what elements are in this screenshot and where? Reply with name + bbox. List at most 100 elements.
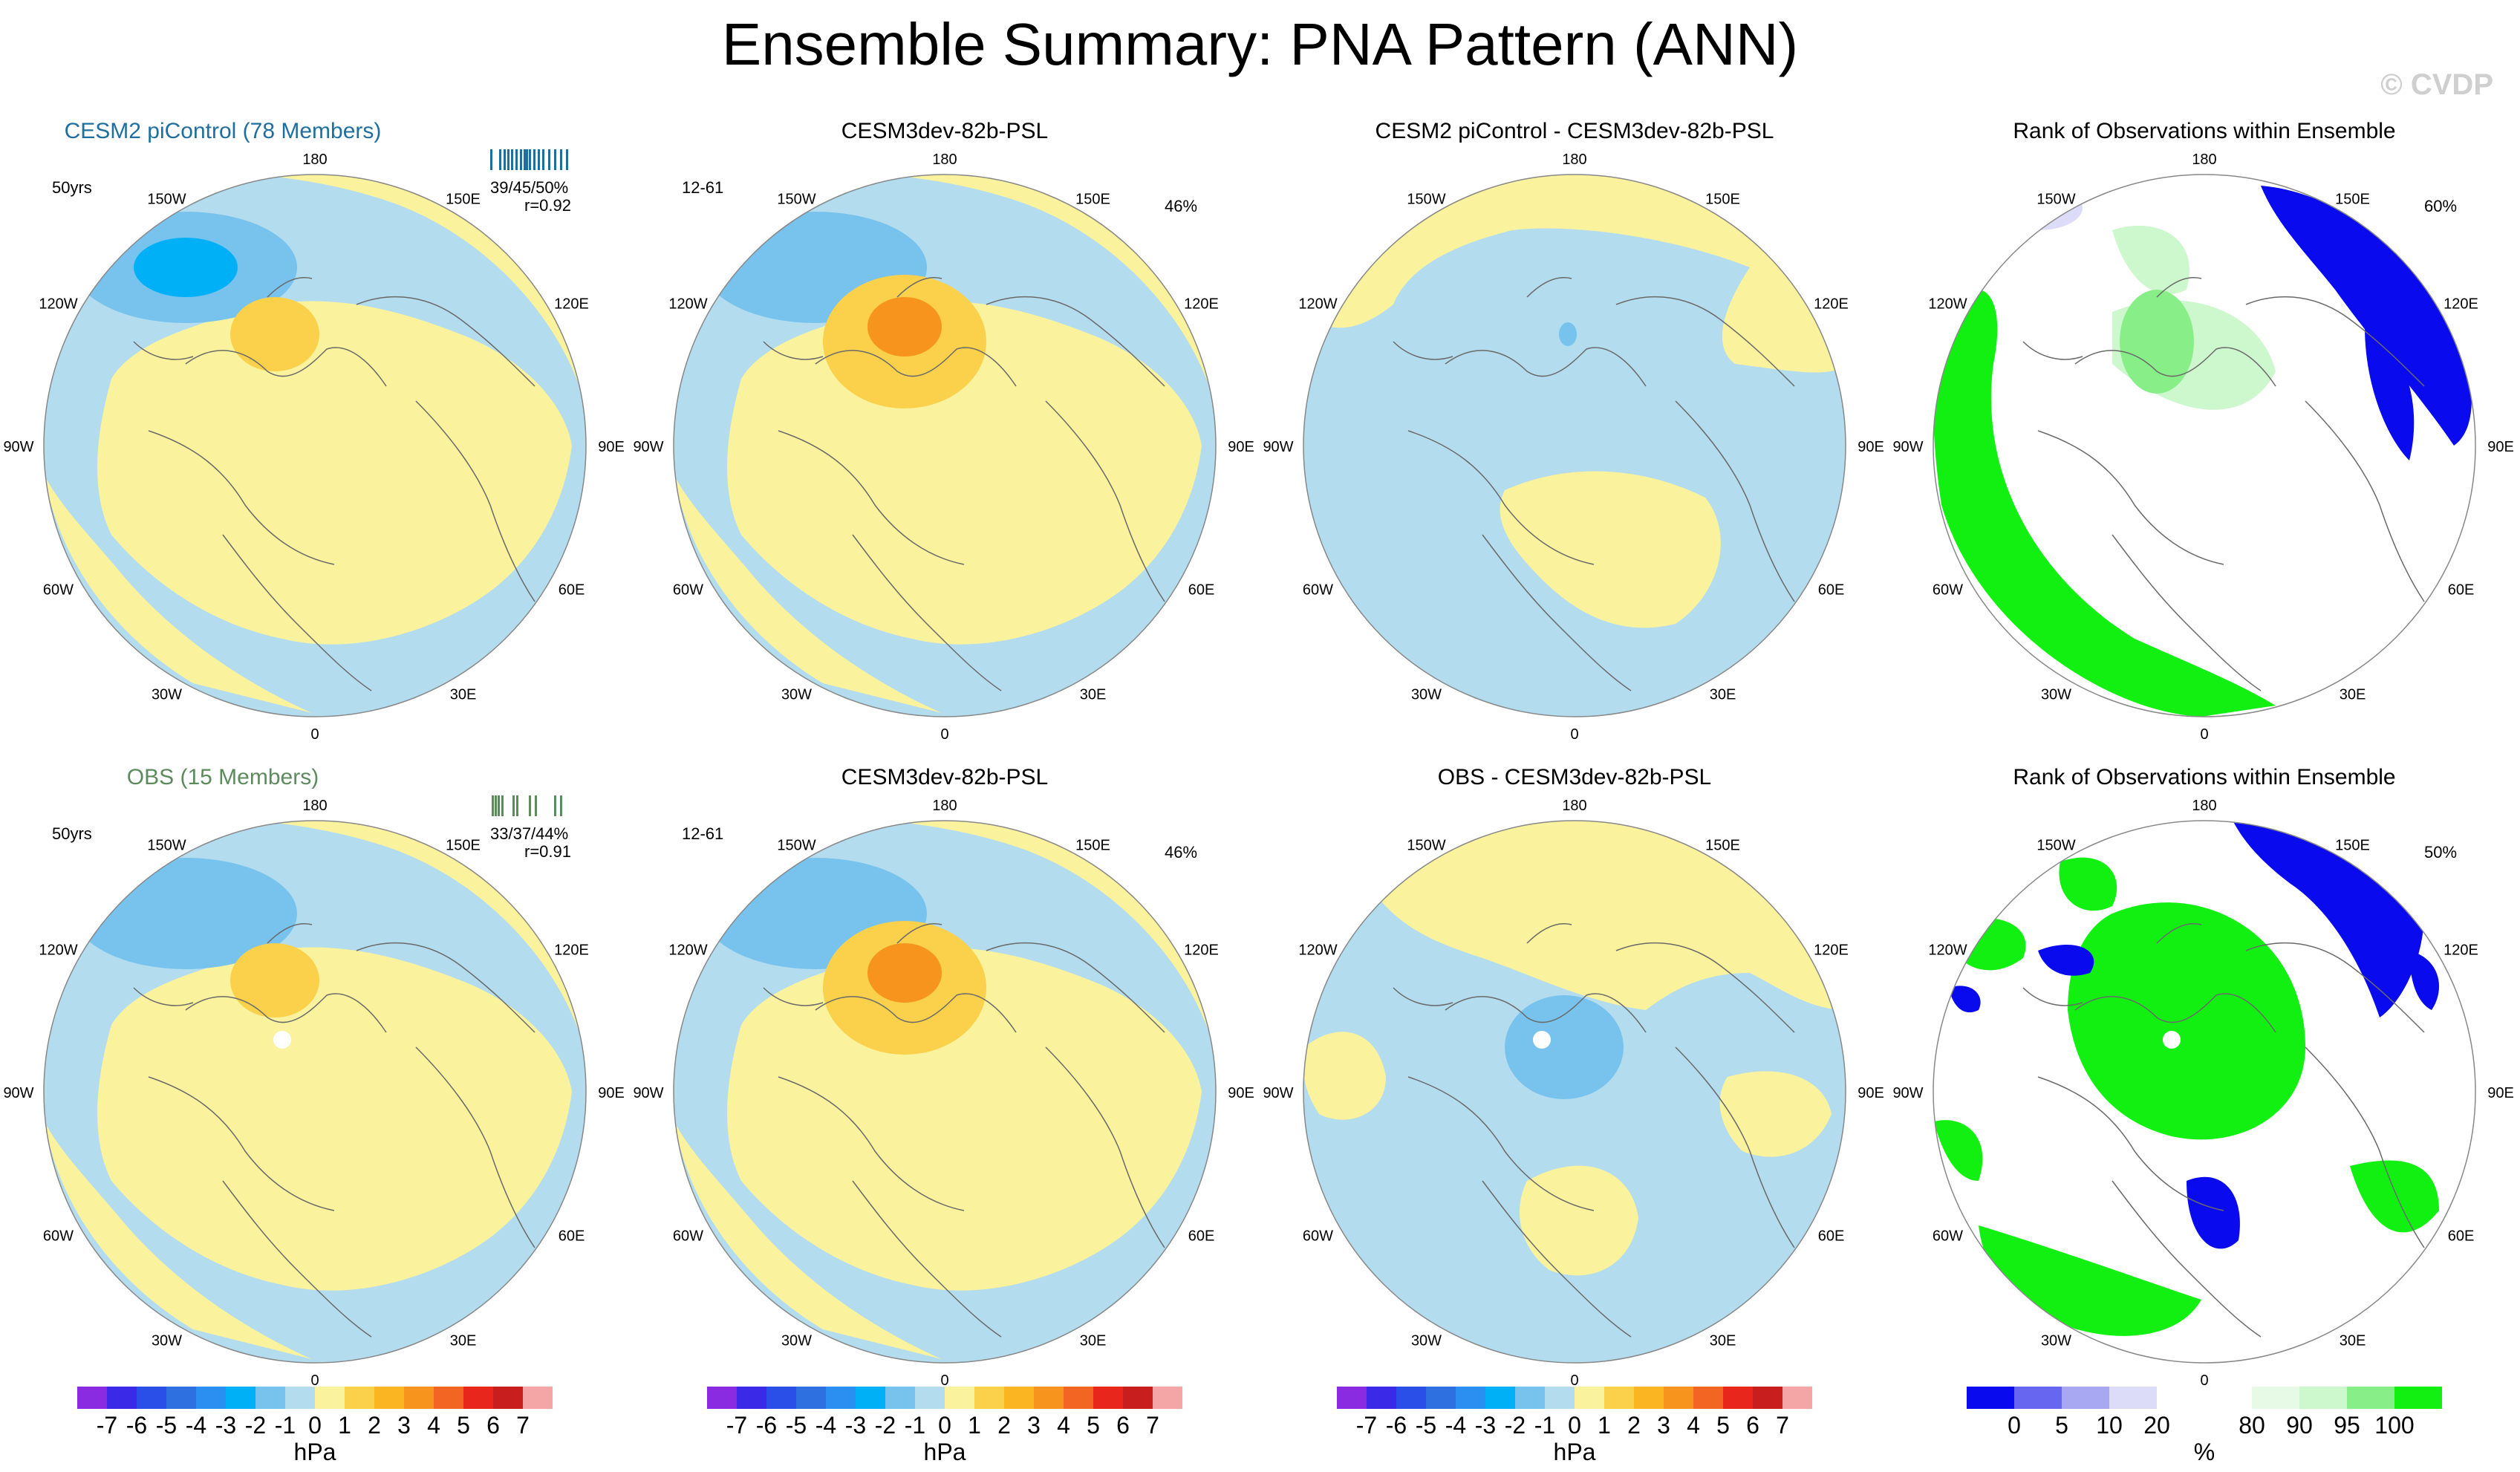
map-panel: CESM3dev-82b-PSL 180 150E 120E 90E 60E 30E 0 30W… (630, 119, 1260, 758)
longitude-label: 150W (147, 838, 186, 854)
longitude-label: 30W (152, 1332, 182, 1349)
rank-region-low (2365, 327, 2415, 460)
colorbar-swatch (1093, 1387, 1123, 1409)
member-tick (492, 795, 494, 816)
coastline (1482, 1180, 1632, 1338)
colorbar-tick: 100 (2374, 1412, 2414, 1439)
colorbar-tick: 5 (457, 1412, 470, 1439)
high-pressure-center (230, 943, 319, 1017)
map-border (1933, 174, 2476, 717)
coastline (2074, 347, 2276, 387)
longitude-label: 120E (554, 942, 589, 959)
longitude-label: 150E (2335, 838, 2370, 854)
coastline (2022, 987, 2083, 1006)
longitude-label: 30E (450, 1332, 477, 1349)
longitude-label: 150W (2036, 838, 2075, 854)
correlation-stat: r=0.92 (524, 196, 571, 215)
coastline (133, 341, 194, 360)
coastline (2074, 993, 2276, 1033)
longitude-label: 60W (673, 1228, 703, 1245)
longitude-label: 120W (39, 296, 77, 313)
colorbar-tick: 5 (1716, 1412, 1730, 1439)
longitude-label: 90W (1263, 1085, 1293, 1101)
colorbar-tick: 7 (516, 1412, 530, 1439)
colorbar-tick: -4 (1445, 1412, 1466, 1439)
longitude-label: 60W (43, 1228, 74, 1245)
pattern-positive (719, 175, 1216, 386)
coastline (2037, 430, 2224, 565)
period-label: 50yrs (52, 824, 92, 843)
map-border (1303, 820, 1846, 1364)
colorbar-swatch (1575, 1387, 1604, 1409)
colorbar-tick: -3 (215, 1412, 236, 1439)
longitude-label: 150W (777, 838, 815, 854)
panel-title: Rank of Observations within Ensemble (2013, 119, 2396, 143)
colorbar-swatch (493, 1387, 523, 1409)
longitude-label: 30E (1080, 1332, 1107, 1349)
longitude-label: 150W (1407, 838, 1445, 854)
longitude-label: 0 (2200, 726, 2208, 743)
coastline (1615, 942, 1795, 1033)
colorbar-tick: -5 (1416, 1412, 1436, 1439)
colorbar-swatch (1153, 1387, 1182, 1409)
member-tick (529, 795, 531, 816)
coastline (2112, 534, 2262, 691)
longitude-label: 90W (1263, 439, 1293, 455)
colorbar: 0 5 10 20 80 90 95 100% (1967, 1387, 2442, 1465)
member-strip (490, 149, 568, 170)
colorbar-tick: 4 (1057, 1412, 1070, 1439)
colorbar-swatch (2347, 1387, 2394, 1409)
longitude-label: 60W (1933, 582, 1963, 599)
colorbar-swatch (707, 1387, 737, 1409)
map-field (1933, 821, 2475, 1363)
member-tick (511, 149, 513, 170)
polar-map: 180 150E 120E 90E 60E 30E 0 30W 60W 90W 120W 150W (1892, 798, 2513, 1389)
colorbar-swatch (77, 1387, 107, 1409)
longitude-label: 120E (554, 296, 589, 313)
coastline (356, 942, 535, 1033)
longitude-label: 180 (302, 152, 327, 168)
longitude-label: 90W (1892, 439, 1923, 455)
longitude-label: 180 (932, 152, 957, 168)
rank-region-mid (2120, 290, 2194, 394)
percent-label: 46% (1165, 197, 1198, 215)
longitude-label: 120E (1814, 942, 1849, 959)
map-panel: CESM2 piControl - CESM3dev-82b-PSL 180 150… (1260, 119, 1889, 758)
colorbar-swatch (1064, 1387, 1093, 1409)
coastline (1393, 341, 1453, 360)
coastline (1407, 430, 1595, 565)
map-border (673, 174, 1217, 717)
longitude-label: 30E (1710, 1332, 1736, 1349)
longitude-label: 0 (1570, 1372, 1578, 1389)
coastline (267, 923, 313, 944)
longitude-label: 150E (2335, 192, 2370, 208)
colorbar-swatch (137, 1387, 166, 1409)
longitude-label: 180 (1562, 798, 1586, 814)
colorbar-swatch (766, 1387, 796, 1409)
colorbar-swatch (2394, 1387, 2442, 1409)
polar-map: 180 150E 120E 90E 60E 30E 0 30W 60W 90W 120W 150W (633, 798, 1254, 1389)
coastline (815, 347, 1017, 387)
colorbar-tick: 20 (2143, 1412, 2170, 1439)
coastline (896, 923, 942, 944)
colorbar-units: hPa (924, 1439, 966, 1465)
colorbar-units: hPa (294, 1439, 336, 1465)
longitude-label: 30W (2041, 686, 2071, 703)
low-pressure-core (134, 238, 238, 297)
pattern-positive (45, 475, 312, 713)
member-tick (501, 795, 504, 816)
longitude-label: 60W (43, 582, 74, 599)
colorbar-swatch (2062, 1387, 2109, 1409)
longitude-label: 150E (1075, 192, 1110, 208)
colorbar-tick: 1 (968, 1412, 981, 1439)
longitude-label: 150E (1705, 192, 1740, 208)
colorbar-tick: 3 (397, 1412, 411, 1439)
longitude-label: 90E (1858, 439, 1884, 455)
colorbar-tick: -6 (126, 1412, 147, 1439)
colorbar-tick: 5 (2055, 1412, 2068, 1439)
polar-map: 180 150E 120E 90E 60E 30E 0 30W 60W 90W 120W 150W (1263, 798, 1884, 1389)
longitude-label: 60E (559, 1228, 585, 1245)
colorbar-swatch (885, 1387, 915, 1409)
colorbar-tick: 2 (997, 1412, 1011, 1439)
period-label: 12-61 (682, 178, 724, 197)
